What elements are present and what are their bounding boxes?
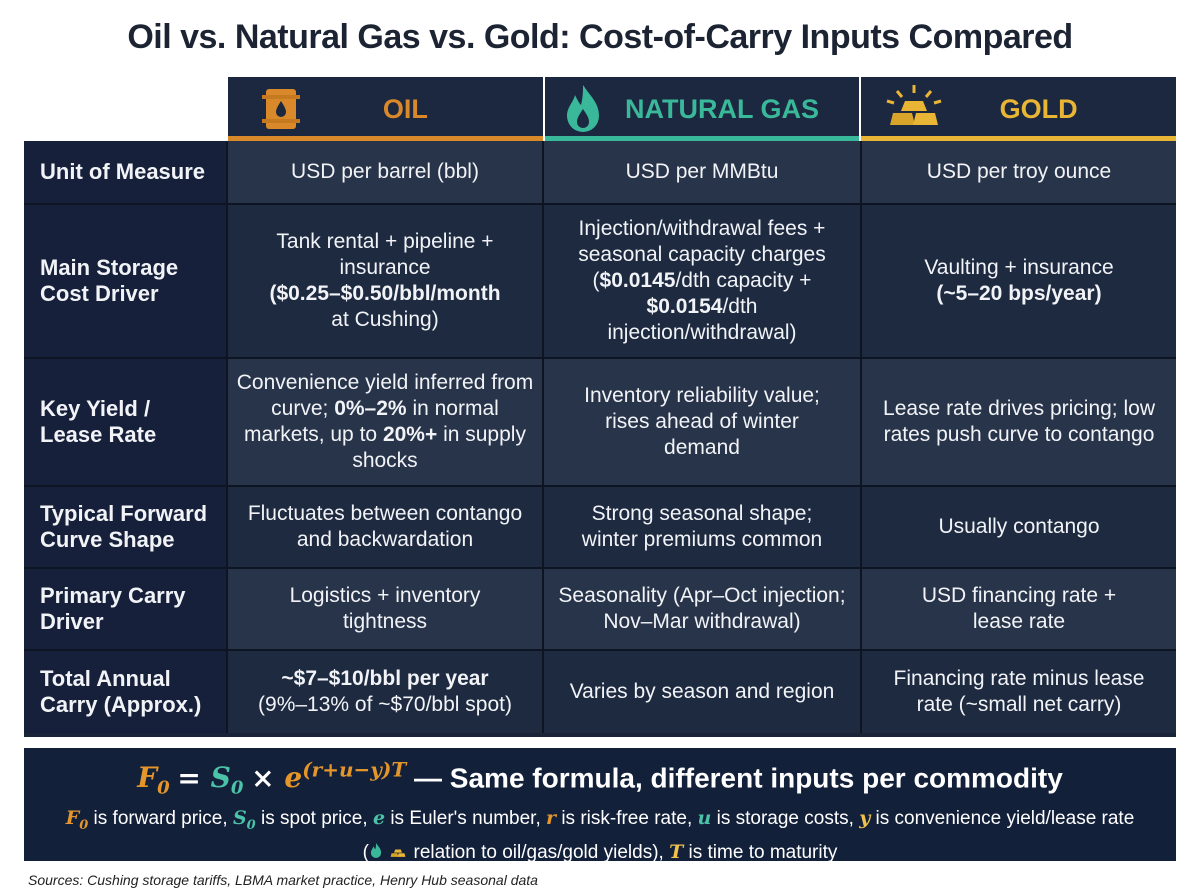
- legend-t: is time to maturity: [688, 841, 838, 863]
- cell-gold: USD financing rate + lease rate: [862, 569, 1176, 649]
- formula-panel: F0 = S0 × e(r+u−y)T — Same formula, diff…: [24, 748, 1176, 863]
- legend-e: is Euler's number,: [390, 808, 541, 829]
- column-label-oil: OIL: [382, 93, 428, 124]
- oil-storage-location: at Cushing): [331, 308, 439, 331]
- cell-oil: Convenience yield inferred from curve; 0…: [228, 359, 544, 485]
- oil-storage-text: Tank rental + pipeline + insurance: [276, 230, 494, 279]
- oil-yield-text: Convenience yield inferred from curve;: [236, 371, 534, 420]
- legend-relation: relation to oil/gas/gold yields),: [413, 841, 664, 863]
- table-row: Main Storage Cost Driver Tank rental + p…: [24, 203, 1176, 357]
- cell-oil: ~$7–$10/bbl per year (9%–13% of ~$70/bbl…: [228, 651, 544, 733]
- cell-gold: Usually contango: [862, 487, 1176, 567]
- cell-oil: Fluctuates between contango and backward…: [228, 487, 544, 567]
- page-title: Oil vs. Natural Gas vs. Gold: Cost-of-Ca…: [127, 18, 1073, 56]
- legend-u: is storage costs,: [716, 808, 854, 829]
- table-row: Primary Carry Driver Logistics + invento…: [24, 567, 1176, 649]
- table-row: Unit of Measure USD per barrel (bbl) USD…: [24, 141, 1176, 203]
- gold-bars-icon: [390, 849, 406, 857]
- column-header-oil: OIL: [228, 77, 545, 141]
- oil-barrel-icon: [262, 89, 300, 129]
- gas-storage-text: Injection/withdrawal fees + seasonal cap…: [578, 217, 826, 292]
- column-header-gas: NATURAL GAS: [544, 77, 862, 141]
- legend-r: is risk-free rate,: [561, 808, 693, 829]
- oil-total-carry-pct: (9%–13% of ~$70/bbl spot): [258, 693, 512, 716]
- legend-f0: is forward price,: [93, 808, 228, 829]
- row-label: Key Yield / Lease Rate: [24, 359, 228, 485]
- formula-expression: F0 = S0 × e(r+u−y)T — Same formula, diff…: [137, 758, 1063, 799]
- row-label: Primary Carry Driver: [24, 569, 228, 649]
- gold-storage-cost: (~5–20 bps/year): [936, 282, 1102, 305]
- column-header-gold: GOLD: [861, 77, 1177, 141]
- gas-storage-end: /dth injection/withdrawal): [607, 295, 797, 344]
- cell-gas: Inventory reliability value; rises ahead…: [544, 359, 862, 485]
- sources-note: Sources: Cushing storage tariffs, LBMA m…: [28, 872, 538, 888]
- oil-yield-shock: 20%+: [382, 423, 438, 446]
- cell-gas: Strong seasonal shape; winter premiums c…: [544, 487, 862, 567]
- row-label: Main Storage Cost Driver: [24, 205, 228, 357]
- formula-caption: — Same formula, different inputs per com…: [414, 762, 1063, 794]
- table-row: Typical Forward Curve Shape Fluctuates b…: [24, 485, 1176, 567]
- column-label-gas: NATURAL GAS: [625, 93, 819, 124]
- legend-s0: is spot price,: [261, 808, 368, 829]
- oil-accent-bar: [228, 136, 543, 141]
- oil-yield-mid: in normal markets, up to: [244, 397, 499, 446]
- table-body: Unit of Measure USD per barrel (bbl) USD…: [24, 141, 1176, 737]
- legend-y: is convenience yield/lease rate: [875, 808, 1135, 829]
- gas-injection-fee: $0.0154: [646, 295, 723, 318]
- cell-gold: Lease rate drives pricing; low rates pus…: [862, 359, 1176, 485]
- row-label: Total Annual Carry (Approx.): [24, 651, 228, 733]
- cell-gas: Injection/withdrawal fees + seasonal cap…: [544, 205, 862, 357]
- gas-capacity-fee: $0.0145: [599, 269, 676, 292]
- gold-bars-icon: [886, 85, 942, 125]
- cell-gold: Financing rate minus lease rate (~small …: [862, 651, 1176, 733]
- oil-yield-end: in supply shocks: [352, 423, 526, 472]
- cell-gas: USD per MMBtu: [544, 141, 862, 203]
- row-label: Unit of Measure: [24, 141, 228, 203]
- oil-total-carry: ~$7–$10/bbl per year: [281, 667, 489, 690]
- gas-storage-mid: /dth capacity +: [675, 269, 812, 292]
- oil-storage-cost: ($0.25–$0.50/bbl/month: [269, 282, 501, 305]
- gold-accent-bar: [861, 136, 1177, 141]
- comparison-table: OIL NATURAL GAS GOLD: [24, 77, 1177, 737]
- cell-gas: Varies by season and region: [544, 651, 862, 733]
- row-label: Typical Forward Curve Shape: [24, 487, 228, 567]
- cell-gas: Seasonality (Apr–Oct injection; Nov–Mar …: [544, 569, 862, 649]
- table-row: Key Yield / Lease Rate Convenience yield…: [24, 357, 1176, 485]
- formula-legend: F0 is forward price, S0 is spot price, e…: [65, 807, 1135, 863]
- table-row: Total Annual Carry (Approx.) ~$7–$10/bbl…: [24, 649, 1176, 733]
- gas-accent-bar: [544, 136, 860, 141]
- cell-gold: USD per troy ounce: [862, 141, 1176, 203]
- cell-oil: USD per barrel (bbl): [228, 141, 544, 203]
- cell-gold: Vaulting + insurance (~5–20 bps/year): [862, 205, 1176, 357]
- flame-icon: [370, 842, 382, 858]
- table-header: OIL NATURAL GAS GOLD: [228, 77, 1177, 141]
- cell-oil: Logistics + inventory tightness: [228, 569, 544, 649]
- gold-storage-text: Vaulting + insurance: [924, 256, 1114, 279]
- flame-icon: [566, 85, 599, 132]
- cell-oil: Tank rental + pipeline + insurance ($0.2…: [228, 205, 544, 357]
- column-label-gold: GOLD: [999, 93, 1078, 124]
- oil-yield-normal: 0%–2%: [334, 397, 407, 420]
